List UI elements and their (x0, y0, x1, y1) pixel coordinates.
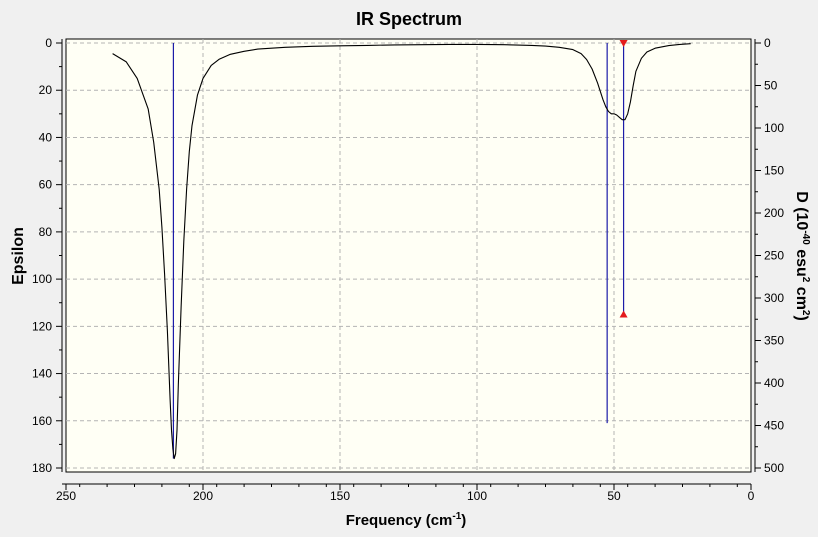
y2-tick-label: 50 (764, 79, 778, 93)
y2-tick-label: 400 (764, 376, 784, 390)
y2-label-text: ) (793, 315, 810, 320)
y2-label-superscript: -40 (800, 230, 811, 245)
y2-tick-label: 250 (764, 249, 784, 263)
y2-tick-label: 0 (764, 36, 771, 50)
intensity-sticks (172, 43, 625, 459)
y2-label-text: esu (793, 245, 810, 277)
x-tick-label: 100 (467, 489, 487, 503)
marker-top-triangle (619, 40, 628, 47)
y-tick-label: 140 (32, 367, 52, 381)
y-tick-label: 0 (45, 36, 52, 50)
y-tick-label: 160 (32, 414, 52, 428)
y2-tick-label: 450 (764, 419, 784, 433)
y2-tick-label: 350 (764, 334, 784, 348)
y-tick-label: 180 (32, 461, 52, 475)
y-axis-right: 0 50 100 150 200 250 300 350 400 450 500 (754, 36, 784, 475)
spectrum-curve (112, 43, 691, 460)
x-tick-label: 200 (193, 489, 213, 503)
y-tick-label: 60 (39, 178, 53, 192)
x-tick-label: 0 (748, 489, 755, 503)
y-tick-label: 120 (32, 319, 52, 333)
y2-tick-label: 150 (764, 164, 784, 178)
x-tick-label: 250 (56, 489, 76, 503)
y2-label-superscript: 2 (800, 277, 811, 283)
selected-mode-markers (619, 40, 628, 318)
y-tick-label: 100 (32, 272, 52, 286)
y2-tick-label: 100 (764, 121, 784, 135)
y2-label-superscript: 2 (800, 310, 811, 316)
y2-label-text: cm (793, 282, 810, 310)
chart-title: IR Spectrum (356, 9, 462, 29)
marker-bottom-triangle (619, 310, 628, 318)
x-tick-label: 150 (330, 489, 350, 503)
x-axis-label-main: Frequency (cm (346, 512, 453, 529)
y-tick-label: 20 (39, 83, 53, 97)
y-tick-label: 40 (39, 130, 53, 144)
x-axis-label-tail: ) (461, 512, 466, 529)
x-tick-label: 50 (607, 489, 621, 503)
y2-tick-label: 200 (764, 206, 784, 220)
y-axis-label: Epsilon (10, 227, 27, 285)
y-tick-label: 80 (39, 225, 53, 239)
plot-area (65, 38, 752, 473)
y-axis-left: 0 20 40 60 80 100 120 140 160 180 (32, 36, 63, 475)
x-axis-label: Frequency (cm-1) (346, 511, 467, 529)
y2-label-text: D (10 (793, 191, 810, 230)
spectrum-curve-group (112, 43, 691, 460)
grid-lines (66, 39, 751, 472)
y2-axis-label: D (10-40 esu2 cm2) (793, 191, 811, 321)
y2-tick-label: 300 (764, 291, 784, 305)
x-axis: 250 200 150 100 50 0 (56, 483, 755, 503)
y2-tick-label: 500 (764, 461, 784, 475)
x-axis-label-sup: -1 (452, 511, 461, 522)
